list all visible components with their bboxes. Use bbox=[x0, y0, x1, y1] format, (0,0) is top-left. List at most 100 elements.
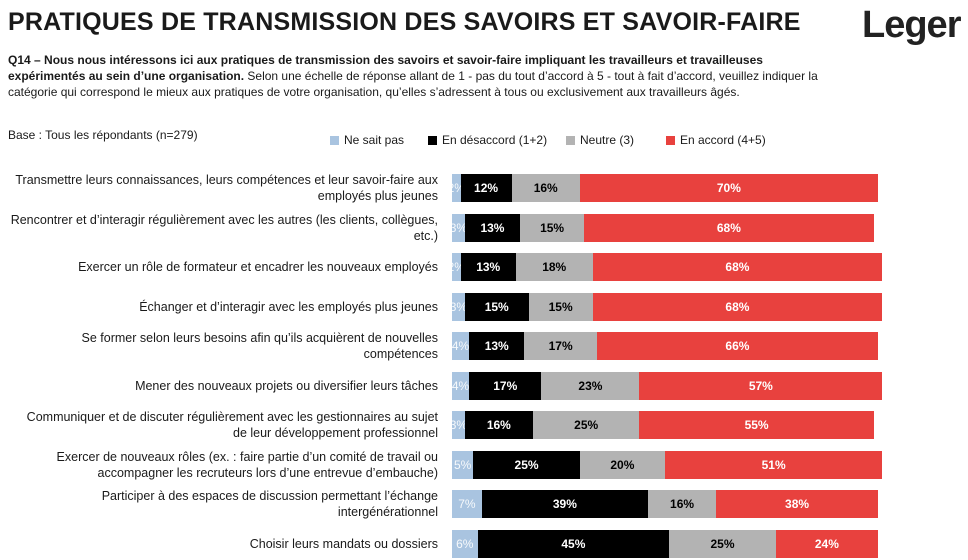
data-label: 3% bbox=[452, 299, 465, 314]
data-label: 39% bbox=[552, 497, 577, 511]
data-label: 15% bbox=[540, 220, 565, 235]
category-label: Communiquer et de discuter régulièrement… bbox=[26, 410, 438, 440]
data-label: 13% bbox=[476, 260, 501, 274]
bar-segment: 25% bbox=[473, 450, 580, 479]
bar-segment: 17% bbox=[469, 371, 542, 400]
data-label: 38% bbox=[785, 497, 810, 511]
data-label: 2% bbox=[452, 260, 461, 274]
data-label: 5% bbox=[453, 457, 472, 472]
data-label: 16% bbox=[670, 497, 695, 511]
data-label: 25% bbox=[710, 536, 735, 551]
data-label: 16% bbox=[533, 181, 558, 195]
legend-swatch bbox=[428, 135, 437, 145]
legend-item: En désaccord (1+2) bbox=[428, 133, 547, 147]
data-label: 4% bbox=[452, 378, 470, 393]
data-label: 12% bbox=[474, 181, 499, 195]
bar-segment: 55% bbox=[639, 411, 874, 439]
bar-segment: 70% bbox=[579, 174, 878, 202]
bar-segment: 57% bbox=[639, 371, 883, 400]
data-label: 18% bbox=[542, 260, 567, 274]
bar-segment: 13% bbox=[460, 253, 516, 281]
bar-segment: 16% bbox=[647, 490, 717, 518]
bar-segment: 38% bbox=[716, 490, 878, 518]
data-label: 24% bbox=[814, 536, 839, 551]
data-label: 25% bbox=[574, 418, 599, 432]
legend-item: Ne sait pas bbox=[330, 133, 404, 147]
bar-segment: 15% bbox=[464, 292, 529, 321]
data-label: 17% bbox=[548, 339, 573, 353]
data-label: 20% bbox=[610, 457, 635, 472]
bar-segment: 2% bbox=[452, 174, 461, 202]
data-label: 70% bbox=[716, 181, 741, 195]
logo: Leger bbox=[862, 4, 961, 46]
data-label: 17% bbox=[493, 378, 518, 393]
data-label: 57% bbox=[748, 378, 773, 393]
question: Q14 – Nous nous intéressons ici aux prat… bbox=[8, 52, 828, 100]
bar-segment: 3% bbox=[452, 411, 465, 439]
legend-label: En désaccord (1+2) bbox=[442, 133, 548, 147]
data-label: 66% bbox=[725, 339, 750, 353]
data-label: 2% bbox=[452, 181, 461, 195]
data-label: 13% bbox=[480, 220, 505, 235]
data-label: 45% bbox=[561, 536, 586, 551]
bar-segment: 5% bbox=[452, 450, 474, 479]
category-label: Se former selon leurs besoins afin qu’il… bbox=[81, 331, 438, 361]
legend-swatch bbox=[330, 135, 339, 145]
question-text: Selon une échelle de réponse allant de 1… bbox=[8, 69, 818, 99]
bar-segment: 12% bbox=[460, 174, 512, 202]
legend-item: En accord (4+5) bbox=[666, 133, 766, 147]
bar-segment: 4% bbox=[452, 371, 470, 400]
data-label: 3% bbox=[452, 220, 465, 235]
bar-segment: 45% bbox=[477, 529, 670, 558]
question-bold: Q14 – Nous nous intéressons ici aux prat… bbox=[8, 53, 763, 83]
bar-segment: 13% bbox=[469, 332, 525, 360]
bar-segment: 68% bbox=[584, 213, 874, 242]
bar-segment: 16% bbox=[511, 174, 580, 202]
data-label: 25% bbox=[514, 457, 539, 472]
bar-segment: 15% bbox=[528, 292, 593, 321]
base-note: Base : Tous les répondants (n=279) bbox=[8, 128, 198, 142]
bar-segment: 2% bbox=[452, 253, 461, 281]
category-label: Rencontrer et d’interagir régulièrement … bbox=[10, 212, 438, 243]
bar-segment: 13% bbox=[464, 213, 521, 242]
category-label: Exercer de nouveaux rôles (ex. : faire p… bbox=[56, 449, 438, 480]
data-label: 4% bbox=[452, 339, 470, 353]
data-label: 15% bbox=[484, 299, 509, 314]
category-label: Participer à des espaces de discussion p… bbox=[101, 489, 438, 519]
legend-swatch bbox=[566, 135, 575, 145]
data-label: 68% bbox=[725, 260, 750, 274]
bar-segment: 6% bbox=[452, 529, 478, 558]
bar-segment: 68% bbox=[592, 253, 883, 281]
category-label: Mener des nouveaux projets ou diversifie… bbox=[135, 378, 438, 393]
data-label: 68% bbox=[725, 299, 750, 314]
data-label: 3% bbox=[452, 418, 465, 432]
category-label: Transmettre leurs connaissances, leurs c… bbox=[15, 173, 438, 203]
data-label: 15% bbox=[548, 299, 573, 314]
data-label: 16% bbox=[486, 418, 511, 432]
legend-item: Neutre (3) bbox=[566, 133, 634, 147]
data-label: 23% bbox=[578, 378, 603, 393]
bar-segment: 15% bbox=[520, 213, 585, 242]
category-label: Choisir leurs mandats ou dossiers bbox=[249, 536, 438, 551]
data-label: 55% bbox=[744, 418, 769, 432]
bar-segment: 39% bbox=[481, 490, 648, 518]
bar-segment: 25% bbox=[532, 411, 640, 439]
category-label: Exercer un rôle de formateur et encadrer… bbox=[78, 260, 438, 274]
bar-segment: 18% bbox=[515, 253, 593, 281]
bar-segment: 17% bbox=[524, 332, 597, 360]
bar-segment: 16% bbox=[464, 411, 533, 439]
data-label: 6% bbox=[456, 536, 474, 551]
bar-segment: 68% bbox=[592, 292, 883, 321]
legend-label: Neutre (3) bbox=[580, 133, 635, 147]
bar-segment: 24% bbox=[775, 529, 878, 558]
bar-segment: 66% bbox=[596, 332, 878, 360]
data-label: 13% bbox=[484, 339, 509, 353]
legend-swatch bbox=[666, 135, 675, 145]
legend-label: En accord (4+5) bbox=[680, 133, 766, 147]
chart-title: PRATIQUES DE TRANSMISSION DES SAVOIRS ET… bbox=[8, 8, 801, 36]
bar-segment: 7% bbox=[452, 490, 482, 518]
data-label: 51% bbox=[761, 457, 786, 472]
bar-segment: 51% bbox=[665, 450, 883, 479]
legend-label: Ne sait pas bbox=[344, 133, 405, 147]
